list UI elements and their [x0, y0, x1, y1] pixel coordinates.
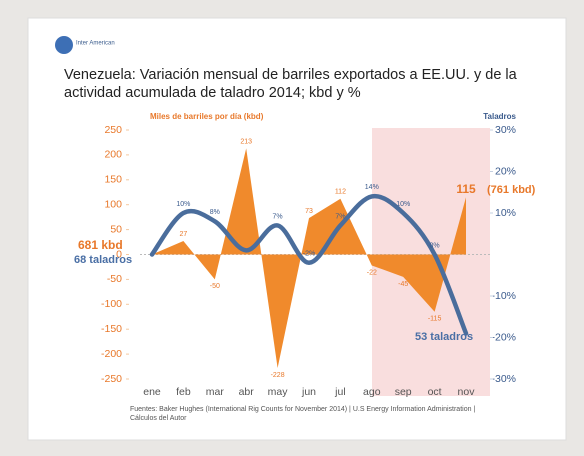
x-tick-label: nov [458, 386, 476, 398]
x-tick-label: ago [363, 386, 381, 398]
y-tick-label: -150 [101, 323, 122, 335]
data-label: -228 [271, 372, 285, 379]
y-tick-label: -50 [107, 273, 122, 285]
data-label: -45 [398, 281, 408, 288]
y-tick-label: -250 [101, 373, 122, 385]
y2-tick-label: 10% [495, 207, 516, 219]
annotation: 53 taladros [415, 331, 473, 343]
y2-tick-label: -30% [491, 373, 516, 385]
y-tick-label: 250 [104, 124, 122, 136]
x-tick-label: feb [176, 386, 191, 398]
data-label: 213 [240, 138, 252, 145]
annotation: 681 kbd [78, 238, 123, 252]
data-label: 10% [396, 201, 410, 208]
x-tick-label: mar [206, 386, 225, 398]
area [152, 148, 466, 369]
y-tick-label: 200 [104, 149, 122, 161]
data-label: -2% [303, 251, 315, 258]
x-tick-label: oct [428, 386, 442, 398]
annotation: (761 kbd) [487, 184, 536, 196]
y-tick-label: -200 [101, 348, 122, 360]
source: Fuentes: Baker Hughes (International Rig… [130, 406, 475, 422]
annotation: 68 taladros [74, 254, 132, 266]
x-tick-label: may [268, 386, 289, 398]
data-label: 7% [273, 213, 283, 220]
data-label: 7% [335, 213, 345, 220]
data-label: 14% [365, 184, 379, 191]
logo-icon [55, 36, 73, 54]
data-label: 27 [180, 231, 188, 238]
data-label: 8% [210, 209, 220, 216]
x-tick-label: jun [301, 386, 316, 398]
data-label: -115 [428, 316, 442, 323]
chart-title: Venezuela: Variación mensual de barriles… [64, 67, 518, 101]
data-label: 0% [430, 242, 440, 249]
y-tick-label: -100 [101, 298, 122, 310]
y-tick-label: 100 [104, 198, 122, 210]
y-tick-label: 50 [110, 223, 122, 235]
data-label: -50 [210, 283, 220, 290]
x-tick-label: abr [239, 386, 255, 398]
data-label: 115 [456, 182, 476, 196]
data-label: 73 [305, 208, 313, 215]
y2-tick-label: 30% [495, 124, 516, 136]
line [149, 193, 469, 336]
logo: Inter American [76, 41, 115, 47]
x-tick-label: ene [143, 386, 161, 398]
y-tick-label: 0 [116, 248, 122, 260]
data-label: 112 [335, 189, 346, 196]
y2-tick-label: 20% [495, 165, 516, 177]
x-tick-label: jul [334, 386, 346, 398]
data-label: 10% [176, 201, 190, 208]
y-axis-label: Miles de barriles por día (kbd) [150, 112, 264, 121]
x-tick-label: sep [395, 386, 412, 398]
y2-tick-label: -20% [491, 331, 516, 343]
y-tick-label: 150 [104, 174, 122, 186]
data-label: -22 [367, 269, 377, 276]
y2-axis-label: Taladros [483, 112, 516, 121]
y2-tick-label: -10% [491, 290, 516, 302]
